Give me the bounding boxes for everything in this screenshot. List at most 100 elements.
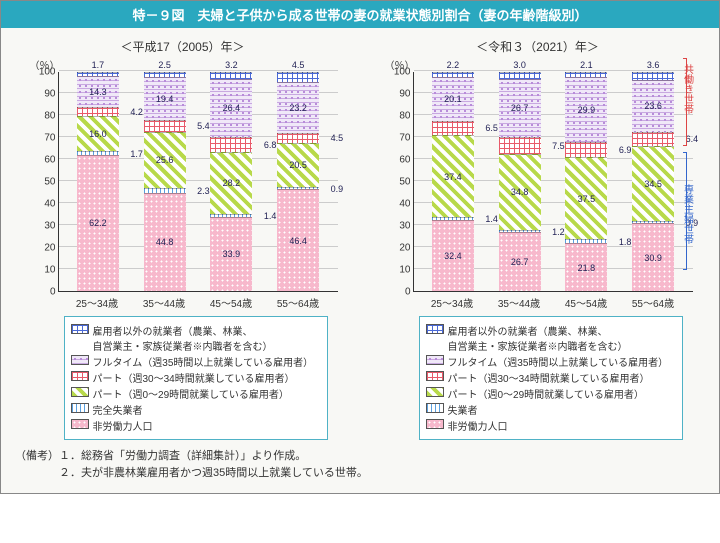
y-tick: 10 [399, 265, 410, 276]
segment-pt0: 16.0 [77, 116, 119, 151]
segment-pt30: 6.8 [210, 137, 252, 152]
segment-value: 6.8 [264, 140, 277, 150]
y-tick: 20 [399, 243, 410, 254]
stacked-bar: 46.4 0.9 20.5 4.5 23.2 4.5 [277, 72, 319, 291]
segment-value: 46.4 [289, 236, 307, 246]
segment-value: 1.4 [264, 211, 277, 221]
segment-value: 5.4 [197, 121, 210, 131]
segment-other: 2.1 [565, 72, 607, 77]
y-tick: 0 [405, 287, 411, 298]
legend-label: 非労働力人口 [93, 418, 153, 433]
segment-value: 3.0 [513, 60, 526, 70]
legend-label: 失業者 [448, 402, 478, 417]
segment-value: 7.5 [552, 141, 565, 151]
y-axis: 0102030405060708090100 [383, 72, 413, 292]
segment-other: 4.5 [277, 72, 319, 82]
segment-other: 3.0 [499, 72, 541, 79]
y-tick: 20 [44, 243, 55, 254]
legend-label: 非労働力人口 [448, 418, 508, 433]
segment-unemp: 0.9 [632, 221, 674, 223]
legend-item: 雇用者以外の就業者（農業、林業、 自営業主・家族従業者※内職者を含む） [426, 323, 676, 353]
segment-pt30: 6.9 [565, 142, 607, 157]
legend-swatch [71, 419, 89, 429]
chart: 010203040506070809010032.41.437.46.520.1… [383, 72, 693, 292]
legend-label: パート（週0～29時間就業している雇用者） [93, 386, 289, 401]
panel: ＜令和３（2021）年＞（％）010203040506070809010032.… [383, 34, 693, 440]
segment-value: 19.4 [156, 94, 174, 104]
segment-unemp: 0.9 [277, 187, 319, 189]
legend-label: パート（週0～29時間就業している雇用者） [448, 386, 644, 401]
segment-pt0: 37.4 [432, 135, 474, 217]
y-tick: 80 [399, 111, 410, 122]
segment-pt0: 37.5 [565, 157, 607, 239]
segment-unemp: 1.2 [499, 230, 541, 233]
segment-full: 23.2 [277, 82, 319, 133]
y-axis: 0102030405060708090100 [28, 72, 58, 292]
segment-value: 2.2 [447, 60, 460, 70]
y-tick: 70 [44, 133, 55, 144]
figure-title: 特－９図 夫婦と子供から成る世帯の妻の就業状態別割合（妻の年齢階級別） [1, 1, 719, 28]
segment-value: 2.5 [158, 60, 171, 70]
segment-value: 0.9 [331, 184, 344, 194]
segment-unemp: 2.3 [144, 188, 186, 193]
segment-pt0: 25.6 [144, 132, 186, 188]
legend-swatch [71, 324, 89, 334]
x-axis-labels: 25～34歳35～44歳45～54歳55～64歳 [383, 292, 693, 310]
segment-value: 6.9 [619, 145, 632, 155]
segment-other: 3.2 [210, 72, 252, 79]
plot-area: 62.21.716.04.214.31.744.82.325.65.419.42… [58, 72, 338, 292]
segment-nolabor: 46.4 [277, 189, 319, 291]
segment-pt30: 5.4 [144, 120, 186, 132]
segment-nolabor: 32.4 [432, 220, 474, 291]
segment-nolabor: 30.9 [632, 223, 674, 291]
segment-pt30: 4.5 [277, 133, 319, 143]
legend-swatch [426, 403, 444, 413]
panel-subtitle: ＜令和３（2021）年＞ [383, 38, 693, 55]
segment-value: 1.7 [92, 60, 105, 70]
segment-value: 23.2 [289, 103, 307, 113]
segment-value: 3.6 [647, 60, 660, 70]
y-tick: 80 [44, 111, 55, 122]
segment-value: 37.5 [578, 194, 596, 204]
y-tick: 70 [399, 133, 410, 144]
legend-item: パート（週30～34時間就業している雇用者） [426, 370, 676, 385]
x-tick: 35～44歳 [143, 295, 185, 310]
segment-value: 44.8 [156, 237, 174, 247]
legend: 雇用者以外の就業者（農業、林業、 自営業主・家族従業者※内職者を含む）フルタイム… [64, 316, 328, 440]
segment-value: 6.4 [686, 134, 699, 144]
segment-full: 19.4 [144, 77, 186, 119]
legend-swatch [71, 371, 89, 381]
segment-pt30: 4.2 [77, 107, 119, 116]
legend-item: パート（週0～29時間就業している雇用者） [426, 386, 676, 401]
segment-value: 26.7 [511, 103, 529, 113]
segment-value: 62.2 [89, 218, 107, 228]
legend-label: 雇用者以外の就業者（農業、林業、 自営業主・家族従業者※内職者を含む） [448, 323, 628, 353]
segment-value: 20.5 [289, 160, 307, 170]
x-axis-labels: 25～34歳35～44歳45～54歳55～64歳 [28, 292, 338, 310]
legend-item: 雇用者以外の就業者（農業、林業、 自営業主・家族従業者※内職者を含む） [71, 323, 321, 353]
segment-nolabor: 21.8 [565, 243, 607, 291]
segment-value: 3.2 [225, 60, 238, 70]
segment-value: 1.4 [485, 214, 498, 224]
stacked-bar: 30.90.934.56.423.63.6 [632, 72, 674, 291]
legend-label: パート（週30～34時間就業している雇用者） [93, 370, 295, 385]
legend-swatch [426, 387, 444, 397]
y-tick: 50 [44, 177, 55, 188]
legend-label: フルタイム（週35時間以上就業している雇用者） [93, 354, 314, 369]
y-tick: 30 [399, 221, 410, 232]
legend-label: パート（週30～34時間就業している雇用者） [448, 370, 650, 385]
segment-value: 20.1 [444, 94, 462, 104]
x-tick: 35～44歳 [498, 295, 540, 310]
legend: 雇用者以外の就業者（農業、林業、 自営業主・家族従業者※内職者を含む）フルタイム… [419, 316, 683, 440]
segment-value: 4.5 [331, 133, 344, 143]
x-tick: 25～34歳 [76, 295, 118, 310]
segment-value: 28.2 [223, 178, 241, 188]
y-tick: 10 [44, 265, 55, 276]
legend-label: フルタイム（週35時間以上就業している雇用者） [448, 354, 669, 369]
x-tick: 55～64歳 [632, 295, 674, 310]
segment-other: 1.7 [77, 72, 119, 76]
x-tick: 25～34歳 [431, 295, 473, 310]
legend-swatch [71, 355, 89, 365]
legend-item: パート（週30～34時間就業している雇用者） [71, 370, 321, 385]
segment-value: 37.4 [444, 172, 462, 182]
